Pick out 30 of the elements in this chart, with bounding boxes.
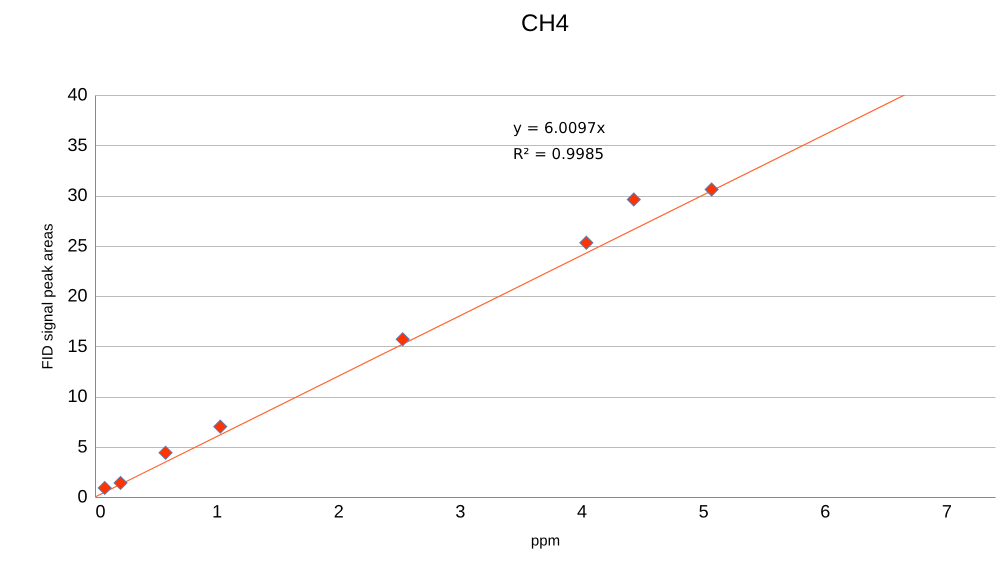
y-tick-label: 30 [67,185,88,205]
x-tick-label: 5 [698,502,709,522]
y-tick-label: 40 [67,84,88,104]
x-tick-label: 0 [96,502,106,522]
x-tick-label: 1 [212,502,222,522]
point [213,420,228,434]
point [98,480,112,495]
x-tick-label: 6 [820,502,830,522]
y-tick-label: 0 [77,486,88,506]
y-tick-label: 20 [67,286,88,306]
annotation: y = 6.0097x [513,119,606,137]
x-tick-label: 2 [334,502,344,522]
y-tick-label: 35 [67,134,88,155]
y-tick-label: 25 [67,235,88,256]
y-tick-label: 15 [67,336,88,356]
y-axis-title: FID signal peak areas [39,224,56,370]
point [579,236,594,250]
point [704,182,719,196]
y-tick-label: 5 [77,436,88,456]
annotation: R² = 0.9985 [513,145,604,163]
x-tick-label: 3 [455,502,466,522]
x-tick-label: 7 [942,502,952,522]
point [396,332,410,346]
x-tick-label: 4 [576,502,587,522]
y-tick-label: 10 [67,386,88,406]
x-axis-title: ppm [530,532,560,550]
point [114,476,128,490]
point [158,446,173,460]
chart-title: CH4 [520,10,570,37]
point [626,192,641,207]
